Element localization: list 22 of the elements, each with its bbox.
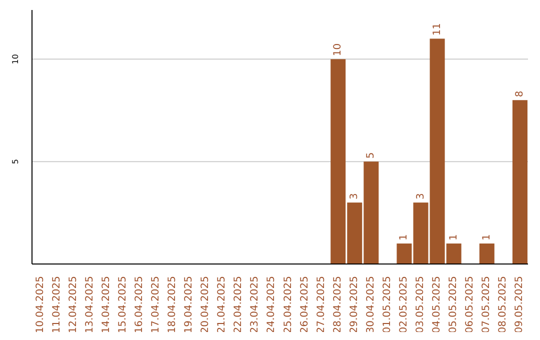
x-tick-label: 18.04.2025 <box>167 276 178 334</box>
x-tick-label: 14.04.2025 <box>100 276 112 334</box>
data-label: 11 <box>432 22 443 36</box>
bar <box>396 244 412 264</box>
data-label: 1 <box>481 234 492 241</box>
data-label: 5 <box>366 152 377 159</box>
x-tick-label: 10.04.2025 <box>34 276 46 334</box>
x-tick-label: 17.04.2025 <box>150 276 162 334</box>
x-tick-label: 19.04.2025 <box>184 276 195 334</box>
x-tick-label: 15.04.2025 <box>117 276 128 334</box>
data-label: 3 <box>415 193 426 200</box>
data-label: 10 <box>332 43 344 56</box>
data-label: 8 <box>514 90 526 98</box>
data-label: 1 <box>448 234 460 241</box>
bar <box>479 244 494 264</box>
x-tick-label: 12.04.2025 <box>68 276 79 334</box>
data-label: 1 <box>398 234 410 241</box>
x-tick-label: 13.04.2025 <box>84 276 96 334</box>
x-tick-label: 16.04.2025 <box>134 276 145 334</box>
bar <box>512 100 528 264</box>
data-label: 3 <box>349 193 360 200</box>
x-tick-label: 11.04.2025 <box>51 276 62 334</box>
